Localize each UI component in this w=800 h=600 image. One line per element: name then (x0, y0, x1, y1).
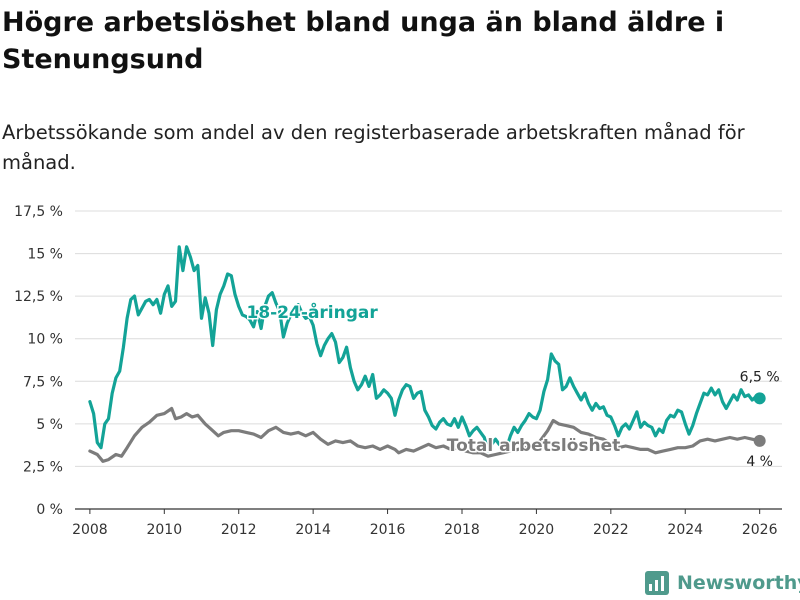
y-tick-label: 7,5 % (23, 374, 63, 390)
series-labels: 18-24-åringar Total arbetslöshet 6,5 % 4 % (245, 300, 780, 470)
chart-subtitle: Arbetssökande som andel av den registerb… (2, 121, 745, 174)
x-tick-label: 2012 (221, 522, 257, 538)
y-tick-label: 17,5 % (14, 204, 63, 220)
y-tick-label: 15 % (27, 247, 63, 263)
x-axis-ticks: 2008 2010 2012 2014 2016 2018 2020 2022 2024 2026 (72, 509, 778, 538)
x-tick-label: 2018 (444, 522, 480, 538)
y-axis-ticks: 0 % 2,5 % 5 % 7,5 % 10 % 12,5 % 15 % 17,5 % (14, 204, 63, 518)
x-tick-label: 2016 (370, 522, 406, 538)
y-tick-label: 2,5 % (23, 459, 63, 475)
series-label-total: Total arbetslöshet (447, 436, 621, 456)
x-tick-label: 2020 (519, 522, 555, 538)
x-tick-label: 2008 (72, 522, 108, 538)
x-tick-label: 2014 (295, 522, 331, 538)
series-line-youth (88, 245, 762, 453)
newsworthy-logo[interactable]: Newsworthy (645, 568, 800, 598)
end-point-youth (753, 392, 766, 405)
end-label-total: 4 % (746, 454, 773, 470)
page-title: Högre arbetslöshet bland unga än bland ä… (2, 7, 725, 75)
x-tick-label: 2010 (146, 522, 182, 538)
y-tick-label: 5 % (36, 417, 63, 433)
x-tick-label: 2024 (667, 522, 703, 538)
series-lines (88, 245, 766, 463)
series-label-youth: 18-24-åringar (247, 301, 379, 323)
y-tick-label: 12,5 % (14, 289, 63, 305)
end-point-total (753, 434, 766, 447)
grid-layer (75, 210, 782, 510)
series-line-total (88, 406, 762, 463)
x-tick-label: 2026 (742, 522, 778, 538)
y-tick-label: 0 % (36, 502, 63, 518)
end-label-youth: 6,5 % (740, 369, 780, 385)
bar-chart-icon (645, 571, 669, 595)
x-tick-label: 2022 (593, 522, 629, 538)
y-tick-label: 10 % (27, 332, 63, 348)
brand-name: Newsworthy (677, 572, 800, 594)
